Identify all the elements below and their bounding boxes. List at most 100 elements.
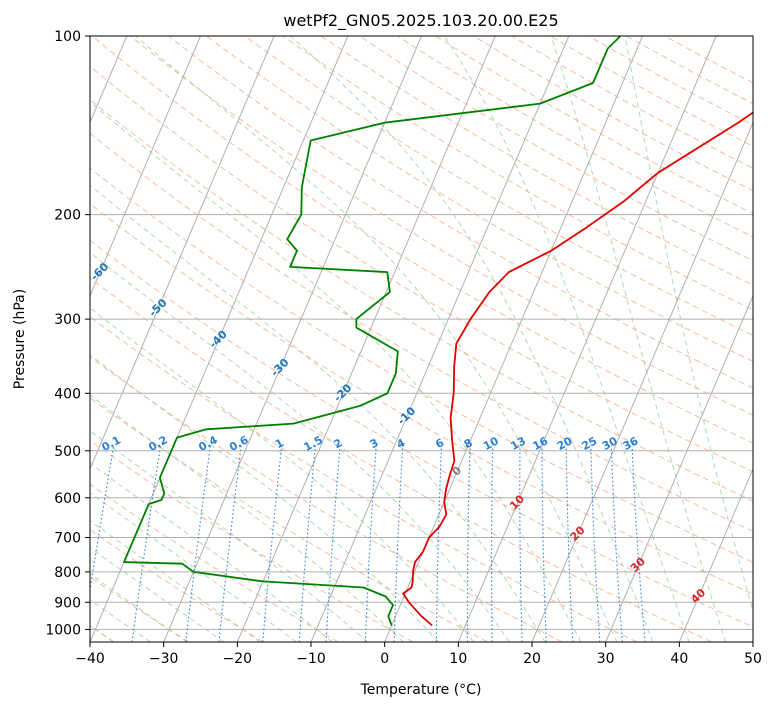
mixing-ratio-line	[393, 445, 404, 642]
mixing-ratio-label: 25	[580, 434, 600, 453]
moist-adiabat	[443, 36, 690, 642]
moist-adiabat	[289, 36, 654, 642]
mixing-ratio-label: 36	[621, 434, 641, 453]
dry-adiabat	[244, 36, 753, 336]
moist-adiabat	[90, 462, 333, 642]
dry-adiabat	[90, 576, 190, 642]
isotherm	[752, 640, 753, 642]
x-tick-label: −40	[75, 651, 105, 667]
moist-adiabat	[90, 307, 475, 642]
dry-adiabat	[91, 36, 753, 444]
dry-adiabat	[588, 36, 753, 126]
moist-adiabat	[90, 101, 582, 642]
dry-adiabat	[90, 277, 712, 642]
isotherm-label: -60	[88, 260, 111, 283]
x-tick-label: 50	[744, 651, 762, 667]
mixing-ratio-label: 20	[555, 434, 575, 453]
moist-adiabat	[90, 184, 546, 642]
x-tick-label: 0	[380, 651, 389, 667]
mixing-ratio-line	[435, 445, 443, 642]
y-tick-label: 400	[54, 386, 81, 402]
isotherm-label: -40	[207, 328, 230, 351]
background-lines	[90, 36, 753, 642]
mixing-ratio-line	[185, 445, 211, 642]
chart-title: wetPf2_GN05.2025.103.20.00.E25	[283, 11, 558, 31]
dry-adiabat	[282, 36, 753, 311]
dry-adiabat	[130, 36, 753, 416]
isotherm	[605, 294, 753, 642]
dry-adiabat	[90, 397, 488, 642]
isotherm	[236, 36, 496, 642]
isotherm-label: -70	[32, 218, 55, 241]
mixing-ratio-label: 2	[332, 436, 345, 451]
isotherm-label: -30	[268, 356, 291, 379]
isotherm-label: -80	[0, 168, 3, 191]
dry-adiabat	[90, 65, 753, 473]
dry-adiabat	[90, 203, 753, 595]
moist-adiabat	[90, 547, 225, 642]
dry-adiabat	[664, 36, 753, 84]
dry-adiabat	[90, 239, 753, 628]
dry-adiabat	[90, 316, 638, 642]
mixing-ratio-line	[490, 445, 494, 642]
moist-adiabat	[624, 36, 753, 613]
isoline-labels: 0.10.20.40.611.52346810131620253036-100-…	[0, 168, 709, 606]
mixing-ratio-label: 16	[531, 434, 551, 453]
dry-adiabat	[206, 36, 753, 362]
mixing-ratio-line	[541, 445, 547, 642]
mixing-ratio-label: 30	[600, 434, 620, 453]
mixing-ratio-label: 4	[394, 436, 407, 451]
isotherm	[310, 36, 570, 642]
x-axis-label: Temperature (°C)	[360, 682, 482, 698]
y-tick-label: 600	[54, 491, 81, 507]
isotherm-label: 10	[507, 492, 527, 512]
mixing-ratio-label: 3	[368, 436, 381, 451]
isotherm-label: -10	[395, 404, 418, 427]
dry-adiabat	[168, 36, 753, 389]
isotherm	[531, 121, 753, 642]
x-tick-label: −30	[149, 651, 179, 667]
y-tick-label: 200	[54, 208, 81, 224]
y-tick-label: 800	[54, 565, 81, 581]
moist-adiabat	[90, 573, 188, 642]
dry-adiabat	[549, 36, 753, 147]
y-tick-label: 900	[54, 595, 81, 611]
mixing-ratio-line	[218, 445, 242, 642]
dewpoint-line	[123, 36, 622, 626]
mixing-ratio-line	[519, 445, 523, 642]
mixing-ratio-line	[610, 445, 623, 642]
dry-adiabat	[90, 439, 414, 642]
y-tick-label: 100	[54, 29, 81, 45]
x-tick-label: 30	[597, 651, 615, 667]
isotherm	[90, 36, 275, 471]
mixing-ratio-line	[364, 445, 377, 642]
mixing-ratio-label: 13	[508, 434, 528, 453]
mixing-ratio-line	[131, 445, 162, 642]
series-lines	[123, 36, 753, 627]
moist-adiabat	[90, 354, 439, 642]
x-tick-label: 20	[523, 651, 541, 667]
dry-adiabat	[90, 132, 753, 532]
dry-adiabat	[359, 36, 753, 262]
dry-adiabat	[90, 356, 563, 642]
mixing-ratio-label: 1	[273, 436, 286, 451]
mixing-ratio-line	[590, 445, 601, 642]
moist-adiabat	[135, 36, 618, 642]
moist-adiabat	[90, 251, 510, 642]
mixing-ratio-line	[565, 445, 574, 642]
mixing-ratio-label: 10	[481, 434, 501, 453]
x-tick-label: −20	[223, 651, 253, 667]
y-axis: 100 200 300 400 500 600 700 800 900 1000	[45, 29, 90, 638]
moist-adiabat	[90, 492, 297, 642]
dry-adiabat	[511, 36, 753, 169]
mixing-ratio-line	[325, 445, 341, 642]
isotherm-label: -20	[331, 381, 354, 404]
moist-adiabat	[90, 394, 404, 642]
plot-frame	[89, 35, 754, 643]
mixing-ratio-line	[298, 445, 316, 642]
temperature-line	[402, 111, 753, 627]
moist-adiabat	[550, 36, 727, 642]
mixing-ratio-line	[466, 445, 471, 642]
y-tick-label: 300	[54, 312, 81, 328]
